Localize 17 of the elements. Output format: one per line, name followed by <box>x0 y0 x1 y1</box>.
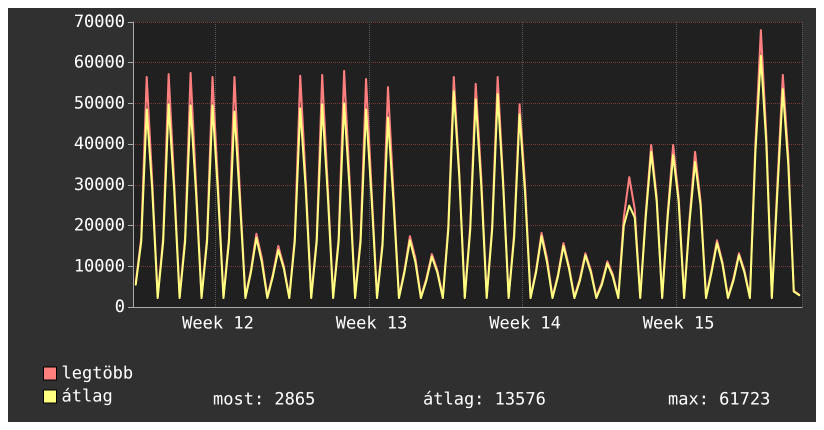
text: átlag: 13576 <box>423 390 546 410</box>
text: max: 61723 <box>668 390 770 410</box>
y-tick-label: 50000 <box>74 93 125 114</box>
x-tick-label: Week 12 <box>182 314 254 334</box>
y-tick-label: 20000 <box>74 216 125 236</box>
legend-label: átlag <box>62 386 113 406</box>
y-tick-label: 60000 <box>74 52 125 73</box>
y-tick-label: 40000 <box>74 134 125 154</box>
x-tick-label: Week 15 <box>642 314 714 334</box>
legend-label: legtöbb <box>62 364 134 384</box>
y-tick-label: 0 <box>114 297 125 317</box>
x-tick-label: Week 13 <box>336 314 408 334</box>
x-tick-label: Week 14 <box>489 314 561 334</box>
y-tick-label: 10000 <box>74 256 125 276</box>
text: most: 2865 <box>213 390 316 410</box>
y-tick-label: 30000 <box>74 174 125 195</box>
y-tick-label: 70000 <box>74 12 125 32</box>
